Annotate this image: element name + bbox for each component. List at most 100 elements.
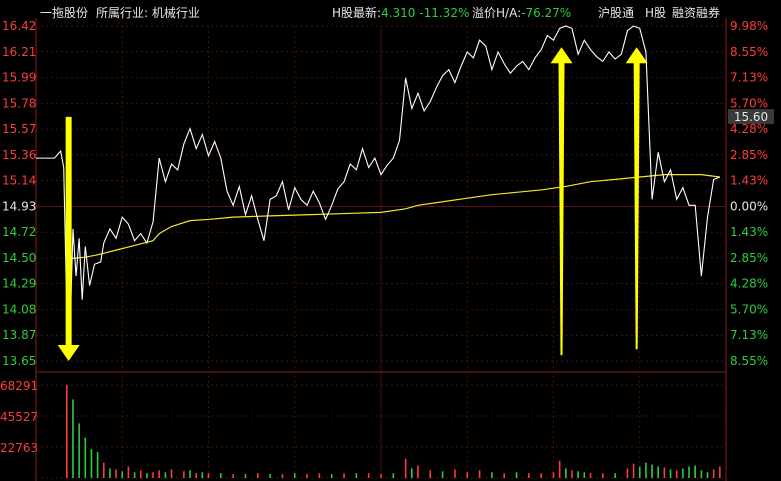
price-tick-label: 13.65 (2, 354, 36, 368)
volume-bar (669, 469, 672, 478)
link-margin-trading[interactable]: 融资融券 (672, 6, 721, 20)
volume-bar (540, 473, 542, 478)
volume-bar (220, 473, 222, 478)
percent-tick-label: 4.28% (730, 122, 768, 136)
volume-bar (675, 470, 678, 478)
price-tick-label: 15.99 (2, 71, 36, 85)
volume-bar (158, 470, 161, 478)
volume-bar (133, 472, 136, 478)
volume-bar (293, 473, 296, 478)
volume-bar (139, 470, 142, 478)
volume-bar (66, 385, 68, 478)
volume-bar (102, 462, 105, 478)
volume-bar (601, 473, 604, 478)
price-tick-label: 15.57 (2, 122, 36, 136)
volume-bar (700, 470, 703, 478)
volume-bar (164, 472, 167, 478)
premium-info: 溢价H/A:-76.27% (472, 4, 571, 21)
average-price-line (66, 174, 720, 260)
volume-bar (152, 472, 154, 478)
volume-bar (626, 468, 629, 478)
volume-bar (84, 437, 87, 478)
volume-bar (109, 468, 111, 478)
volume-bar (404, 458, 407, 478)
percent-tick-label: 2.85% (730, 148, 768, 162)
volume-bar (306, 474, 308, 478)
volume-bar (651, 464, 653, 478)
volume-bar (663, 467, 666, 478)
volume-bar (466, 472, 469, 478)
volume-bar (355, 473, 358, 478)
h-share-latest: H股最新:4.310 -11.32% (332, 4, 469, 21)
price-tick-label: 14.08 (2, 302, 36, 316)
volume-bar (552, 472, 555, 478)
percent-tick-label: 7.13% (730, 328, 768, 342)
volume-bar (577, 471, 579, 478)
price-tag-box (728, 109, 774, 124)
price-tick-label: 14.72 (2, 225, 36, 239)
volume-bar (115, 469, 117, 478)
volume-bar (232, 474, 234, 478)
volume-bar (682, 468, 684, 478)
volume-bar (195, 473, 197, 478)
volume-bar (645, 462, 647, 478)
volume-bar (146, 473, 148, 478)
volume-bar (330, 474, 333, 478)
h-latest-value: 4.310 (381, 6, 416, 20)
volume-bar (343, 473, 345, 478)
volume-bar (429, 470, 432, 478)
price-line (36, 25, 721, 359)
price-tick-label: 14.29 (2, 277, 36, 291)
premium-label: 溢价H/A: (472, 6, 522, 20)
price-tick-label: 16.21 (2, 45, 36, 59)
stock-name-text: 一拖股份 (40, 6, 89, 20)
volume-bar (589, 473, 592, 478)
volume-bar (478, 470, 481, 478)
industry-info: 所属行业: 机械行业 (96, 4, 200, 21)
stock-name[interactable]: 一拖股份 (40, 4, 88, 21)
percent-tick-label: 9.98% (730, 19, 768, 33)
volume-bar (78, 423, 80, 478)
price-tick-label: 16.42 (2, 19, 36, 33)
volume-bar (712, 469, 715, 478)
link-h-share[interactable]: H股 (645, 6, 667, 20)
price-tick-label: 13.87 (2, 328, 36, 342)
volume-bar (503, 473, 506, 478)
volume-bar (367, 473, 370, 478)
volume-bar (96, 452, 99, 478)
volume-bar (491, 472, 493, 478)
percent-tick-label: 2.85% (730, 251, 768, 265)
volume-bar (318, 473, 321, 478)
volume-bar (72, 399, 74, 478)
volume-bar (528, 473, 530, 478)
volume-bar (571, 470, 573, 478)
link-hk-connect[interactable]: 沪股通 (598, 6, 635, 20)
premium-value: -76.27% (521, 6, 572, 20)
volume-bar (269, 474, 271, 478)
volume-bar (694, 465, 696, 478)
percent-tick-label: 1.43% (730, 225, 768, 239)
volume-bar (183, 471, 185, 478)
percent-tick-label: 8.55% (730, 45, 768, 59)
volume-bar (121, 471, 124, 478)
volume-bar (632, 463, 635, 478)
volume-bar (638, 466, 641, 478)
volume-bar (417, 465, 419, 478)
volume-bar (583, 472, 586, 478)
price-tick-label: 14.93 (2, 199, 36, 213)
percent-tick-label: 8.55% (730, 354, 768, 368)
volume-bar (688, 466, 690, 478)
volume-bar (392, 473, 395, 478)
volume-bar (515, 472, 518, 478)
volume-bar (170, 469, 173, 478)
price-tick-label: 14.50 (2, 251, 36, 265)
volume-bar (90, 449, 93, 478)
volume-bar (244, 474, 247, 478)
h-latest-label: H股最新: (332, 6, 382, 20)
volume-bar (706, 472, 709, 478)
volume-bar (558, 460, 561, 478)
annotation-arrow-down (57, 116, 80, 362)
h-latest-change: -11.32% (419, 6, 470, 20)
price-tick-label: 15.14 (2, 174, 36, 188)
percent-tick-label: 4.28% (730, 277, 768, 291)
